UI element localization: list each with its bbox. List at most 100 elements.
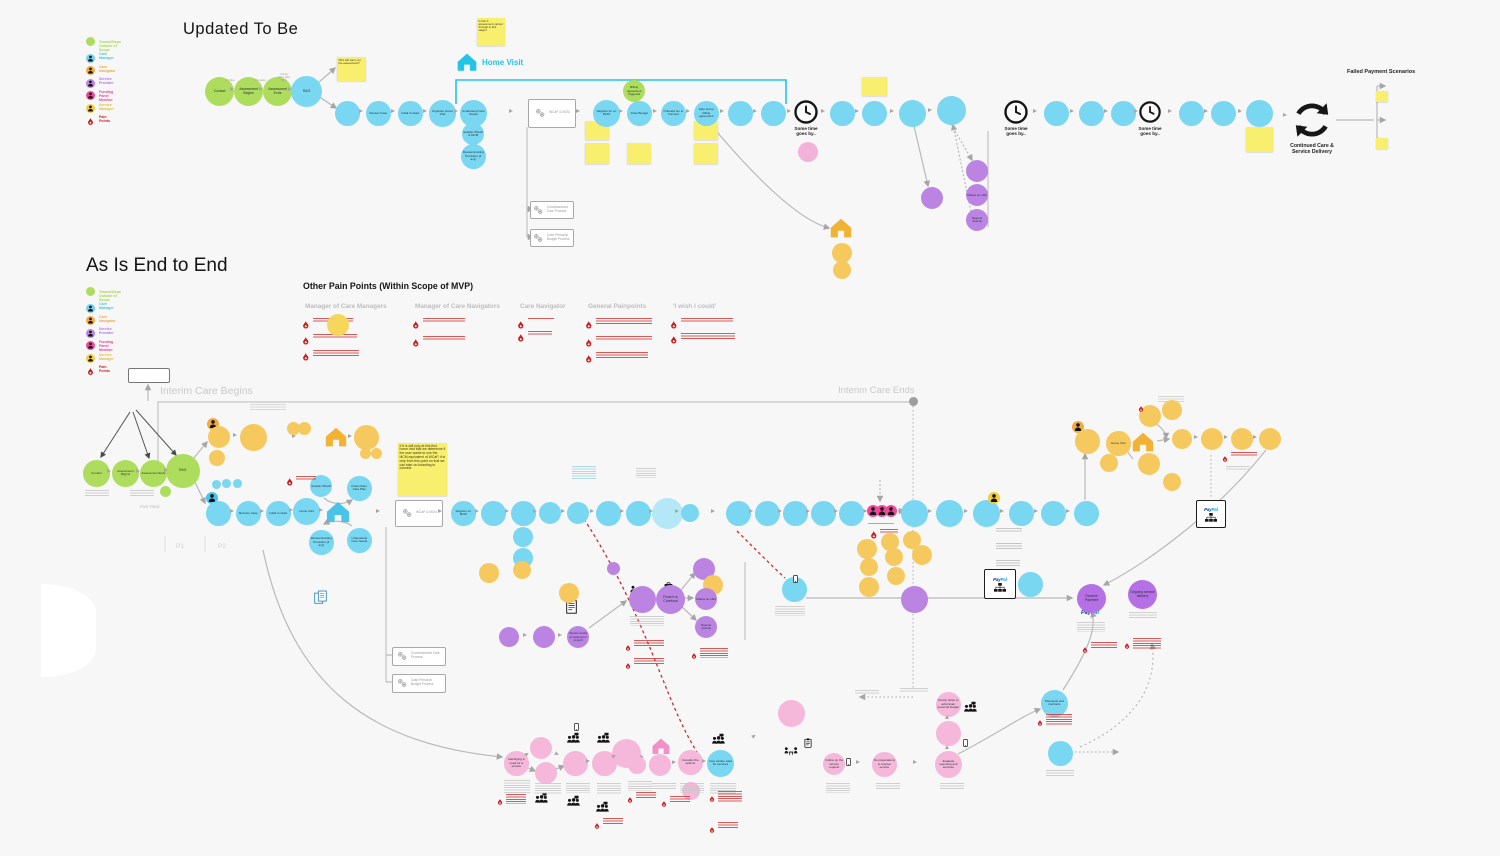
flow-node[interactable] xyxy=(533,626,556,649)
flow-node[interactable] xyxy=(567,502,590,525)
flow-node[interactable] xyxy=(596,501,621,526)
flow-node[interactable]: Care worker asks for services xyxy=(707,750,734,777)
documents-icon[interactable] xyxy=(313,590,327,605)
flow-node[interactable]: RAG xyxy=(166,454,200,488)
flow-node[interactable] xyxy=(499,627,520,648)
sticky-note[interactable]: Who will carry out the assessment? xyxy=(337,57,366,81)
flow-node[interactable] xyxy=(513,527,534,548)
flow-node[interactable] xyxy=(1075,429,1100,454)
process-box[interactable]: Cash Personal Budget Process xyxy=(530,229,574,247)
flow-node[interactable] xyxy=(921,187,944,210)
clipboard-icon[interactable] xyxy=(804,735,812,748)
flow-node[interactable] xyxy=(629,586,656,613)
flow-node[interactable]: Payments and contracts xyxy=(1041,690,1068,717)
people-group-icon[interactable] xyxy=(595,800,609,812)
house-icon[interactable] xyxy=(651,737,671,755)
pain-point-icon[interactable] xyxy=(497,792,503,805)
flow-node[interactable] xyxy=(832,243,853,264)
house-icon[interactable] xyxy=(324,426,348,448)
flow-node[interactable] xyxy=(859,577,880,598)
flow-node[interactable] xyxy=(513,561,531,579)
flow-node[interactable] xyxy=(354,425,379,450)
flow-node[interactable]: Initial Contact xyxy=(398,101,423,126)
house-icon[interactable] xyxy=(456,52,478,72)
flow-node[interactable] xyxy=(728,101,753,126)
flow-node[interactable]: Contact xyxy=(83,460,110,487)
flow-node[interactable] xyxy=(783,501,808,526)
flow-node[interactable]: Family helps to administer personal budg… xyxy=(936,692,961,717)
flow-node[interactable]: Home Visit xyxy=(1106,431,1131,456)
process-box[interactable]: WCaP & MCM xyxy=(395,499,443,527)
flow-node[interactable]: Organise Home Visit xyxy=(429,100,456,127)
pain-point-icon[interactable] xyxy=(1222,449,1228,462)
clock-icon[interactable] xyxy=(1004,100,1028,124)
pain-point-icon[interactable] xyxy=(412,334,420,347)
flow-node[interactable] xyxy=(887,567,905,585)
flow-node[interactable] xyxy=(1111,101,1136,126)
pain-point-icon[interactable] xyxy=(1124,636,1130,649)
flow-node[interactable]: Rejects directly xyxy=(695,616,718,639)
phone-icon[interactable] xyxy=(573,718,579,731)
person-icon[interactable] xyxy=(876,504,888,517)
clock-icon[interactable] xyxy=(1139,101,1161,123)
flow-node[interactable] xyxy=(1201,428,1224,451)
process-box[interactable]: Cash Personal Budget Process xyxy=(392,673,446,693)
flow-node[interactable] xyxy=(1231,428,1254,451)
flow-node[interactable] xyxy=(973,500,1000,527)
flow-node[interactable]: RAG xyxy=(291,76,323,108)
flow-node[interactable] xyxy=(287,422,301,436)
flow-node[interactable]: Finds it in Carelocal xyxy=(656,585,686,615)
sticky-note[interactable] xyxy=(1376,138,1388,149)
pain-point-icon[interactable] xyxy=(709,820,715,833)
flow-node[interactable] xyxy=(966,160,989,183)
cycle-icon[interactable] xyxy=(1289,97,1335,143)
sticky-note[interactable] xyxy=(1376,91,1388,102)
house-icon[interactable] xyxy=(1131,431,1155,453)
house-icon[interactable] xyxy=(829,217,853,239)
pain-point-icon[interactable] xyxy=(585,316,593,329)
flow-node[interactable] xyxy=(761,101,786,126)
flow-node[interactable] xyxy=(233,479,242,488)
flow-node[interactable]: Register on MCM xyxy=(451,501,476,526)
flow-node[interactable] xyxy=(1079,101,1104,126)
phone-icon[interactable] xyxy=(792,570,798,583)
people-group-icon[interactable] xyxy=(566,731,580,743)
flow-node[interactable] xyxy=(903,531,921,549)
flow-node[interactable] xyxy=(693,558,716,581)
pain-point-icon[interactable] xyxy=(1037,713,1043,726)
flow-node[interactable] xyxy=(885,548,903,566)
flow-node[interactable] xyxy=(1044,101,1069,126)
flow-node[interactable] xyxy=(1100,454,1118,472)
flow-node[interactable] xyxy=(833,261,851,279)
flow-node[interactable] xyxy=(160,486,172,498)
pain-point-icon[interactable] xyxy=(625,656,631,669)
person-icon[interactable] xyxy=(867,504,879,517)
sticky-note[interactable] xyxy=(862,77,887,96)
process-box[interactable]: Commissioned Care Process xyxy=(392,646,446,666)
people-group-icon[interactable] xyxy=(596,731,610,743)
flow-node[interactable] xyxy=(530,737,553,760)
flow-node[interactable] xyxy=(559,583,580,604)
flow-node[interactable]: Draw Client Care Plan xyxy=(347,476,372,501)
flow-node[interactable]: Makes an offer xyxy=(966,184,989,207)
flow-node[interactable] xyxy=(360,448,372,460)
flow-node[interactable] xyxy=(208,426,231,449)
pain-point-icon[interactable] xyxy=(625,638,631,651)
flow-node[interactable] xyxy=(298,422,312,436)
flow-node[interactable] xyxy=(479,563,500,584)
flow-node[interactable] xyxy=(209,450,225,466)
people-group-icon[interactable] xyxy=(963,700,977,712)
flow-node[interactable]: Receive Case xyxy=(236,501,261,526)
flow-node[interactable] xyxy=(535,762,558,785)
flow-node[interactable] xyxy=(1259,428,1282,451)
flow-node[interactable]: Do preparations to receive service xyxy=(872,752,897,777)
flow-node[interactable] xyxy=(1009,501,1034,526)
flow-node[interactable]: Review Existing Providers (if any) xyxy=(461,144,486,169)
flow-node[interactable] xyxy=(1179,101,1204,126)
sticky-note[interactable]: If it is still only at this first home v… xyxy=(398,443,447,496)
flow-node[interactable]: Assessment Begins xyxy=(234,77,264,107)
flow-node[interactable]: Home Visit xyxy=(293,498,320,525)
flow-node[interactable]: Contact xyxy=(205,77,235,107)
sticky-note[interactable] xyxy=(694,121,718,140)
flow-node[interactable] xyxy=(628,756,646,774)
